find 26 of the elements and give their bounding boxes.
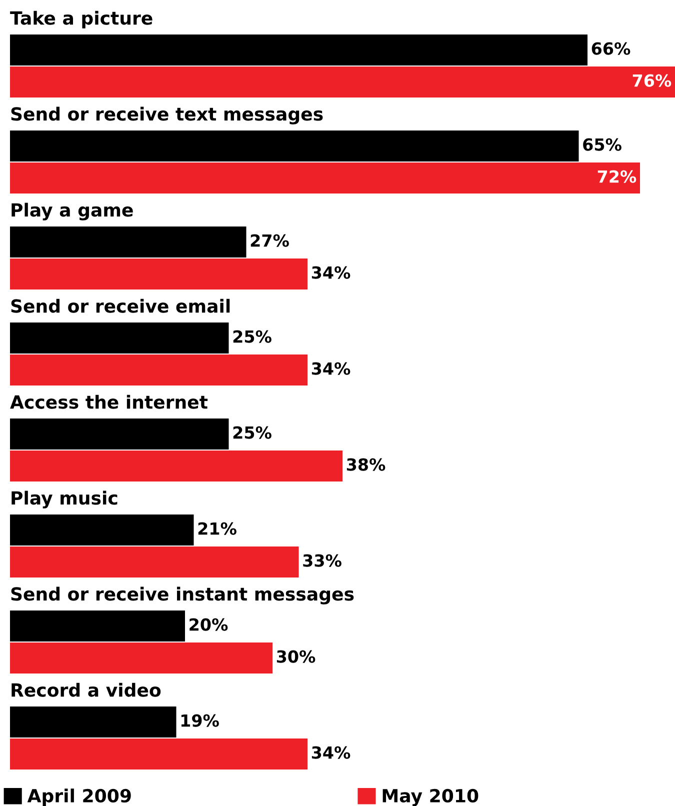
y-tick-label: Record a video bbox=[12, 682, 161, 697]
legend-label: April 2009 bbox=[27, 788, 131, 806]
y-tick-label: Send or receive text messages bbox=[11, 106, 323, 124]
data-label: 27% bbox=[250, 234, 289, 247]
y-tick-label: Send or receive email bbox=[11, 298, 230, 313]
data-label: 72% bbox=[598, 170, 636, 183]
data-label: 66% bbox=[592, 42, 630, 55]
data-label: 33% bbox=[303, 554, 342, 567]
y-tick-label: Access the internet bbox=[10, 394, 208, 409]
data-label: 21% bbox=[198, 522, 236, 535]
y-tick-label: Take a picture bbox=[10, 10, 152, 28]
y-tick-label: Play a game bbox=[12, 202, 133, 220]
data-label: 30% bbox=[276, 650, 316, 663]
data-label: 76% bbox=[632, 74, 672, 87]
data-label: 25% bbox=[233, 330, 272, 343]
y-tick-label: Play music bbox=[12, 490, 118, 508]
data-label: 25% bbox=[233, 426, 272, 439]
data-label: 34% bbox=[312, 266, 350, 279]
data-label: 65% bbox=[583, 138, 622, 151]
legend-label: May 2010 bbox=[382, 788, 478, 806]
data-label: 20% bbox=[190, 618, 228, 631]
data-label: 34% bbox=[312, 362, 350, 375]
data-label: 34% bbox=[312, 746, 350, 759]
data-label: 19% bbox=[181, 714, 219, 727]
y-tick-label: Send or receive instant messages bbox=[11, 586, 354, 604]
data-label: 38% bbox=[346, 458, 386, 471]
